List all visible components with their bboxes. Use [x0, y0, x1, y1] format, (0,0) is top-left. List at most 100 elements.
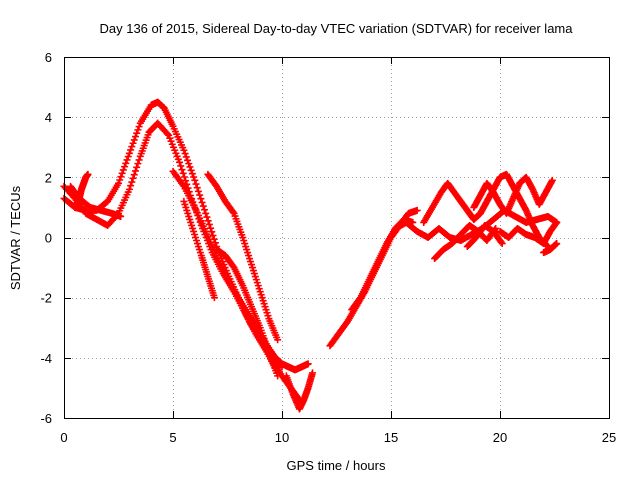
- plus-marker: [208, 228, 216, 236]
- series-track: [496, 218, 561, 248]
- y-axis-label: SDTVAR / TECUs: [8, 185, 23, 290]
- plus-marker: [128, 178, 136, 186]
- plus-marker: [204, 217, 212, 225]
- series-track: [213, 246, 282, 380]
- x-tick-label: 20: [493, 430, 507, 445]
- plus-marker: [205, 220, 213, 228]
- plus-marker: [203, 213, 211, 221]
- y-tick-label: -4: [40, 351, 52, 366]
- y-tick-label: 4: [45, 110, 52, 125]
- plus-marker: [133, 163, 141, 171]
- plus-marker: [116, 176, 124, 184]
- plus-marker: [191, 176, 199, 184]
- x-tick-label: 25: [602, 430, 616, 445]
- plus-marker: [134, 126, 142, 134]
- plus-marker: [192, 180, 200, 188]
- series-track: [60, 119, 282, 377]
- plus-marker: [202, 209, 210, 217]
- plus-marker: [200, 206, 208, 214]
- plus-marker: [163, 130, 171, 138]
- plus-marker: [115, 179, 122, 187]
- x-tick-labels: 0 5 10 15 20 25: [60, 430, 616, 445]
- series-track: [180, 197, 218, 302]
- plus-marker: [210, 294, 218, 302]
- plus-marker: [123, 156, 131, 164]
- plus-marker: [180, 173, 188, 181]
- x-tick-label: 15: [384, 430, 398, 445]
- plus-marker: [413, 206, 421, 214]
- plus-marker: [553, 240, 561, 248]
- plus-marker: [180, 146, 188, 154]
- series-track: [169, 167, 286, 371]
- series-track: [540, 240, 561, 257]
- plus-marker: [117, 173, 125, 181]
- plus-marker: [497, 238, 505, 246]
- plus-marker: [207, 224, 215, 232]
- plus-marker: [119, 166, 127, 174]
- plus-marker: [186, 163, 194, 171]
- x-tick-label: 5: [169, 430, 176, 445]
- plus-marker: [135, 123, 143, 131]
- series-track: [263, 342, 312, 374]
- plus-marker: [117, 212, 125, 220]
- plus-marker: [274, 336, 282, 344]
- series-track: [463, 221, 506, 251]
- plus-marker: [84, 170, 92, 178]
- data-points: [60, 98, 561, 413]
- plus-marker: [125, 185, 133, 193]
- plus-marker: [188, 170, 196, 178]
- plus-marker: [209, 231, 217, 239]
- plus-marker: [125, 149, 133, 157]
- plus-marker: [135, 156, 143, 164]
- plus-marker: [193, 184, 201, 192]
- plus-marker: [190, 173, 198, 181]
- plus-marker: [194, 187, 202, 195]
- plus-marker: [198, 198, 206, 206]
- chart-title: Day 136 of 2015, Sidereal Day-to-day VTE…: [99, 21, 573, 36]
- plus-marker: [128, 143, 136, 151]
- plus-marker: [130, 136, 138, 144]
- plus-marker: [304, 360, 312, 368]
- plus-marker: [182, 153, 190, 161]
- plus-marker: [177, 162, 185, 170]
- plus-marker: [498, 240, 506, 248]
- plus-marker: [187, 166, 195, 174]
- plus-marker: [131, 133, 139, 141]
- series-track: [470, 173, 556, 217]
- plus-marker: [553, 218, 561, 226]
- plus-marker: [274, 372, 282, 380]
- plus-marker: [196, 191, 204, 199]
- plus-marker: [118, 169, 126, 177]
- plus-marker: [130, 171, 138, 179]
- plus-marker: [131, 167, 139, 175]
- y-tick-label: -2: [40, 291, 52, 306]
- plus-marker: [129, 139, 137, 147]
- plus-marker: [129, 174, 137, 182]
- x-tick-label: 0: [60, 430, 67, 445]
- x-tick-label: 10: [275, 430, 289, 445]
- plus-marker: [121, 163, 129, 171]
- series-track: [348, 215, 417, 314]
- plus-marker: [197, 195, 205, 203]
- plus-marker: [229, 208, 237, 216]
- plus-marker: [548, 176, 556, 184]
- plus-marker: [124, 153, 132, 161]
- plus-marker: [133, 129, 141, 137]
- plus-marker: [185, 160, 193, 168]
- plus-marker: [134, 160, 142, 168]
- plus-marker: [179, 169, 187, 177]
- series-track: [60, 98, 303, 404]
- y-tick-label: -6: [40, 411, 52, 426]
- plot-frame: [64, 57, 610, 419]
- plus-marker: [127, 182, 135, 190]
- plus-marker: [181, 150, 189, 158]
- plus-marker: [309, 369, 317, 377]
- plus-marker: [176, 158, 184, 166]
- y-tick-label: 0: [45, 231, 52, 246]
- y-tick-label: 2: [45, 170, 52, 185]
- y-tick-labels: -6 -4 -2 0 2 4 6: [40, 50, 52, 426]
- y-tick-label: 6: [45, 50, 52, 65]
- plus-marker: [199, 202, 207, 210]
- plus-marker: [184, 156, 192, 164]
